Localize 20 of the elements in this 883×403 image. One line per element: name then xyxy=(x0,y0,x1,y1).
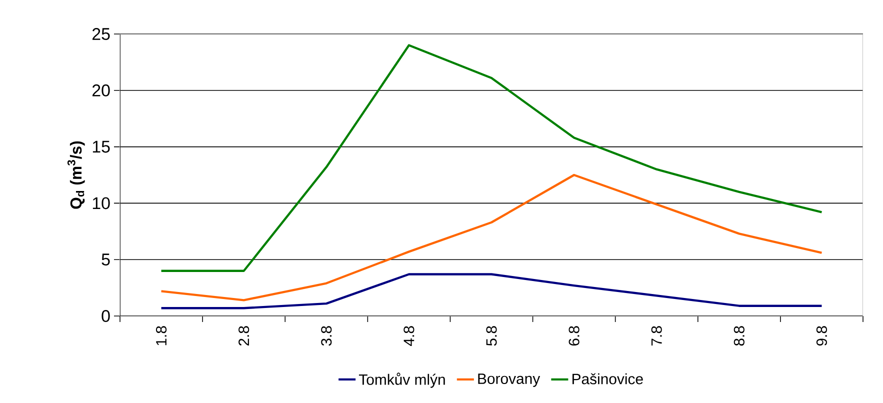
x-tick-label: 8.8 xyxy=(734,326,744,346)
y-tick-label: 5 xyxy=(102,254,110,266)
x-tick-label: 5.8 xyxy=(486,326,497,346)
x-tick-label: 2.8 xyxy=(238,326,250,346)
legend-label: Tomkův mlýn xyxy=(358,372,445,388)
y-tick-label: 0 xyxy=(102,310,110,322)
legend-label: Borovany xyxy=(478,374,540,387)
x-tick-label: 9.8 xyxy=(816,326,828,346)
x-tick-label: 1.8 xyxy=(156,326,167,346)
y-tick-label: 10 xyxy=(92,197,110,210)
x-tick-label: 3.8 xyxy=(321,326,332,346)
x-tick-label: 4.8 xyxy=(404,326,414,346)
legend-label: Pašinovice xyxy=(572,373,643,384)
line-series xyxy=(160,44,823,272)
x-tick-label: 7.8 xyxy=(651,326,662,346)
y-tick-label: 20 xyxy=(92,84,110,96)
x-tick-label: 6.8 xyxy=(568,326,580,346)
y-tick-label: 15 xyxy=(92,140,110,153)
y-axis-title: Q$_{d}$ (m$^{3}$/s) xyxy=(67,141,85,209)
y-tick-label: 25 xyxy=(92,28,110,40)
